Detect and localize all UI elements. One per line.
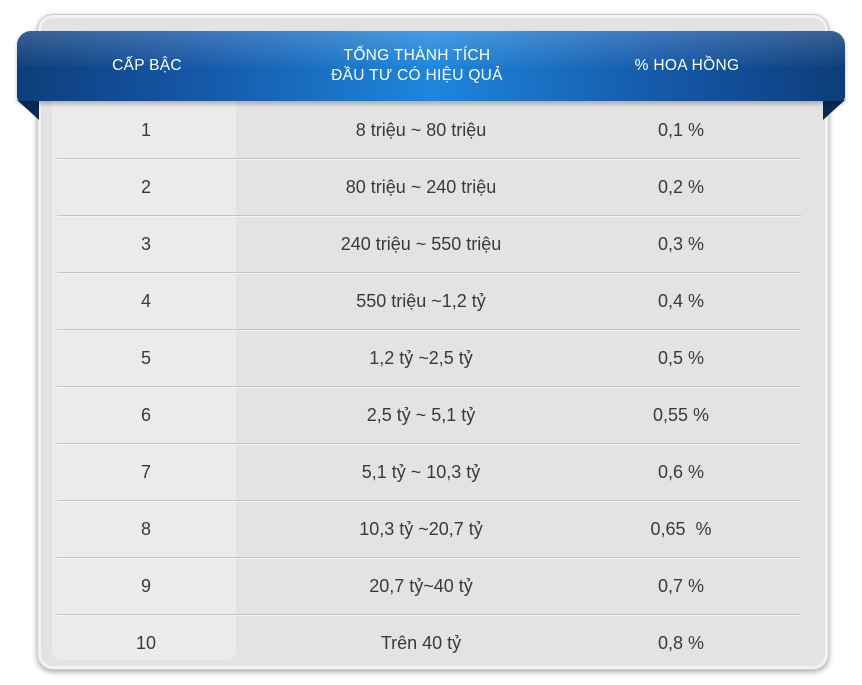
header-performance: TỔNG THÀNH TÍCH ĐẦU TƯ CÓ HIỆU QUẢ <box>267 31 567 101</box>
commission-cell: 0,6 % <box>657 461 705 482</box>
table-row: 7 5,1 tỷ ~ 10,3 tỷ 0,6 % <box>57 444 801 501</box>
level-cell: 1 <box>140 119 151 140</box>
performance-cell: 20,7 tỷ~40 tỷ <box>369 575 473 596</box>
table-row: 6 2,5 tỷ ~ 5,1 tỷ 0,55 % <box>57 387 801 444</box>
header-level: CẤP BẬC <box>112 57 182 74</box>
table-row: 3 240 triệu ~ 550 triệu 0,3 % <box>57 216 801 273</box>
commission-cell: 0,55 % <box>652 404 710 425</box>
table-row: 9 20,7 tỷ~40 tỷ 0,7 % <box>57 558 801 615</box>
performance-cell: 2,5 tỷ ~ 5,1 tỷ <box>366 404 476 425</box>
table-row: 10 Trên 40 tỷ 0,8 % <box>57 615 801 671</box>
header-performance-line2: ĐẦU TƯ CÓ HIỆU QUẢ <box>331 67 503 84</box>
performance-cell: 1,2 tỷ ~2,5 tỷ <box>369 347 473 368</box>
performance-cell: 240 triệu ~ 550 triệu <box>340 233 502 254</box>
level-cell: 6 <box>140 404 151 425</box>
performance-cell: 80 triệu ~ 240 triệu <box>345 176 497 197</box>
table-row: 5 1,2 tỷ ~2,5 tỷ 0,5 % <box>57 330 801 387</box>
commission-cell: 0,65 % <box>650 518 712 539</box>
table-header: CẤP BẬC TỔNG THÀNH TÍCH ĐẦU TƯ CÓ HIỆU Q… <box>17 31 845 101</box>
table-row: 4 550 triệu ~1,2 tỷ 0,4 % <box>57 273 801 330</box>
header-performance-line1: TỔNG THÀNH TÍCH <box>343 47 491 64</box>
commission-cell: 0,3 % <box>657 233 705 254</box>
performance-cell: Trên 40 tỷ <box>380 632 462 653</box>
commission-cell: 0,8 % <box>657 632 705 653</box>
table-body: 1 8 triệu ~ 80 triệu 0,1 % 2 80 triệu ~ … <box>57 102 801 671</box>
performance-cell: 550 triệu ~1,2 tỷ <box>356 290 486 311</box>
commission-cell: 0,4 % <box>657 290 705 311</box>
level-cell: 3 <box>140 233 151 254</box>
level-cell: 5 <box>140 347 151 368</box>
ribbon-fold-right <box>823 100 845 120</box>
table-row: 2 80 triệu ~ 240 triệu 0,2 % <box>57 159 801 216</box>
performance-cell: 8 triệu ~ 80 triệu <box>355 119 487 140</box>
commission-cell: 0,5 % <box>657 347 705 368</box>
commission-cell: 0,1 % <box>657 119 705 140</box>
level-cell: 9 <box>140 575 151 596</box>
header-commission: % HOA HỒNG <box>634 57 740 74</box>
ribbon-fold-left <box>17 100 39 120</box>
commission-cell: 0,7 % <box>657 575 705 596</box>
level-column-background <box>52 96 236 660</box>
level-cell: 10 <box>135 632 157 653</box>
level-cell: 8 <box>140 518 151 539</box>
table-row: 1 8 triệu ~ 80 triệu 0,1 % <box>57 102 801 159</box>
table-row: 8 10,3 tỷ ~20,7 tỷ 0,65 % <box>57 501 801 558</box>
commission-cell: 0,2 % <box>657 176 705 197</box>
level-cell: 2 <box>140 176 151 197</box>
performance-cell: 5,1 tỷ ~ 10,3 tỷ <box>361 461 481 482</box>
level-cell: 7 <box>140 461 151 482</box>
performance-cell: 10,3 tỷ ~20,7 tỷ <box>359 518 483 539</box>
level-cell: 4 <box>140 290 151 311</box>
